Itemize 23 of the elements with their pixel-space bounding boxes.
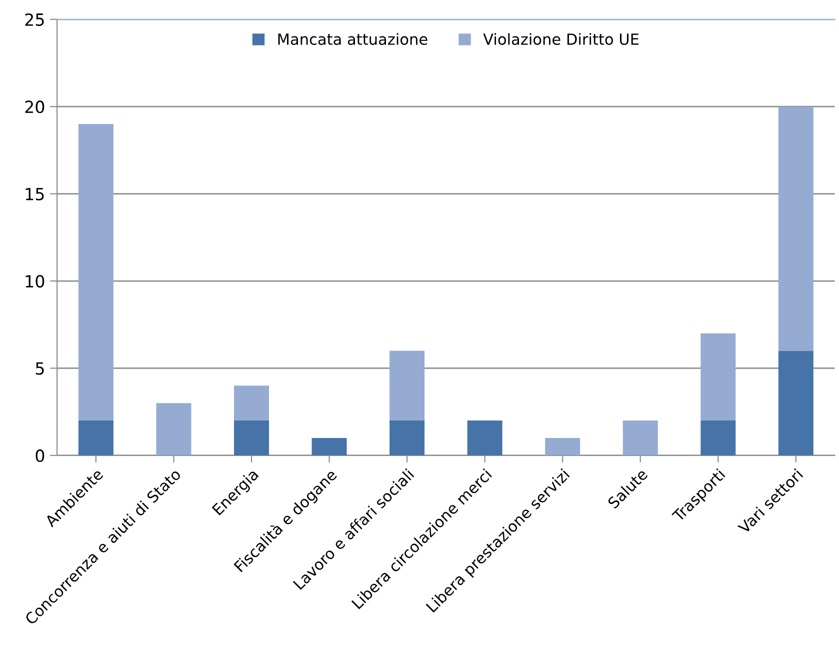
y-tick-label: 5: [36, 362, 44, 375]
y-tick-label: 25: [25, 13, 44, 26]
y-tick-label: 0: [36, 449, 44, 462]
bar: [78, 420, 114, 456]
bar: [78, 124, 114, 421]
bar: [156, 403, 192, 456]
bar: [778, 350, 814, 456]
bar: [234, 420, 269, 456]
legend-label: Mancata attuazione: [278, 33, 428, 45]
bar: [778, 106, 814, 351]
y-tick-label: 20: [25, 100, 44, 114]
legend-label: Violazione Diritto UE: [483, 33, 639, 45]
bar: [467, 420, 502, 456]
bar: [622, 420, 658, 456]
bar: [390, 350, 425, 421]
bar: [700, 420, 736, 456]
bar: [234, 386, 269, 421]
bar: [700, 333, 736, 421]
bar: [390, 420, 425, 456]
y-tick-label: 10: [26, 274, 44, 288]
y-tick-label: 15: [26, 188, 44, 200]
bar: [312, 438, 347, 456]
bar: [545, 438, 580, 456]
